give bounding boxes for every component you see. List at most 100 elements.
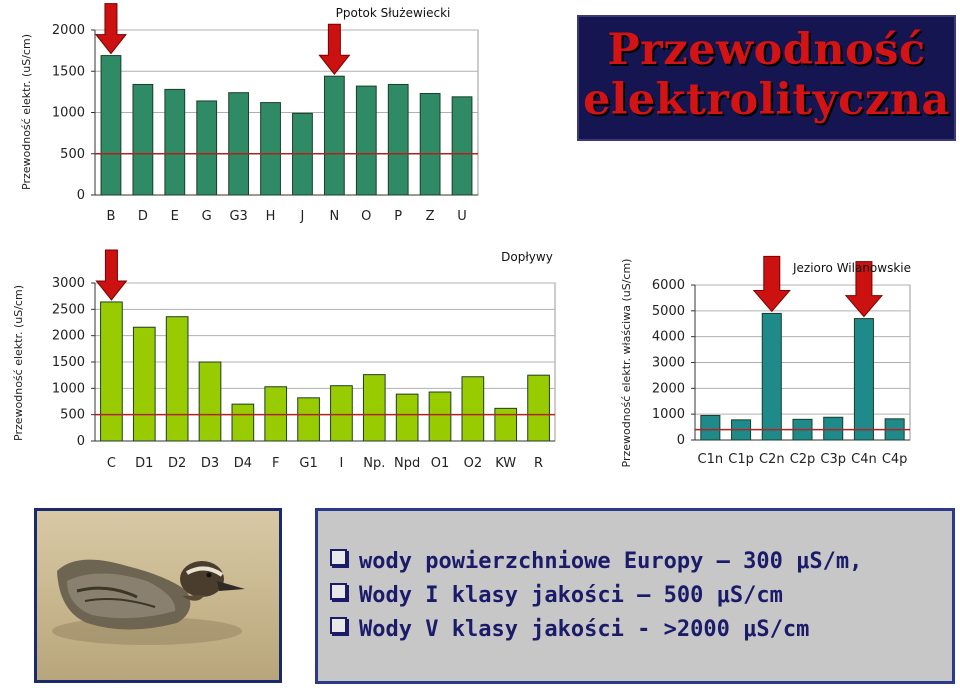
bar xyxy=(196,100,218,196)
y-tick-label: 1500 xyxy=(52,355,85,370)
y-tick-label: 1500 xyxy=(52,64,85,79)
duck-photo xyxy=(34,508,282,683)
x-tick-label: E xyxy=(171,209,179,224)
chart-sluzewiecki: 0 500 1000 1500 2000 B D E G G3 H J N O P Z U Ppotok Służ… xyxy=(20,3,479,224)
bullet-1: wody powierzchniowe Europy – 300 μS/m, xyxy=(330,549,862,574)
x-tick-label: R xyxy=(534,456,543,471)
y-tick-label: 1000 xyxy=(52,106,85,121)
y-tick-label: 4000 xyxy=(652,330,685,345)
bar xyxy=(165,316,189,442)
arrow-marker xyxy=(752,255,791,313)
bar xyxy=(419,93,441,196)
chart-doplywy: 0 500 1000 1500 2000 2500 3000 C D1 D2 D3 D4 F G1 I Np.… xyxy=(12,249,556,471)
y-tick-label: 2500 xyxy=(52,302,85,317)
bar xyxy=(231,403,255,442)
x-tick-label: H xyxy=(266,209,276,224)
x-tick-label: F xyxy=(272,456,279,471)
bullet-3: Wody V klasy jakości - >2000 μS/cm xyxy=(330,617,809,642)
y-tick-label: 6000 xyxy=(652,278,685,293)
x-tick-label: C4n xyxy=(851,452,877,467)
x-tick-label: C1p xyxy=(728,452,754,467)
y-tick-label: 3000 xyxy=(52,276,85,291)
y-tick-label: 0 xyxy=(677,433,685,448)
title-box: Przewodność elektrolityczna xyxy=(577,15,956,141)
title-line2: elektrolityczna xyxy=(583,75,950,125)
y-tick-label: 2000 xyxy=(652,381,685,396)
chart-title: Jezioro Wilanowskie xyxy=(792,261,911,275)
x-tick-label: Np. xyxy=(363,456,385,471)
title-line1: Przewodność xyxy=(607,25,926,75)
bullet-2-text: Wody I klasy jakości – 500 μS/cm xyxy=(359,583,783,608)
checkbox-icon xyxy=(330,549,347,566)
x-tick-label: D xyxy=(138,209,148,224)
y-tick-label: 500 xyxy=(60,408,85,423)
y-tick-label: 5000 xyxy=(652,304,685,319)
bar xyxy=(198,361,222,442)
y-axis-label: Przewodność elektr. (uS/cm) xyxy=(20,34,33,190)
bar xyxy=(853,318,874,441)
x-tick-label: O1 xyxy=(431,456,450,471)
bar xyxy=(761,312,782,441)
bar xyxy=(823,416,844,441)
y-tick-label: 2000 xyxy=(52,329,85,344)
y-tick-label: 0 xyxy=(77,434,85,449)
arrow-marker xyxy=(94,3,127,55)
x-tick-label: I xyxy=(340,456,344,471)
bar xyxy=(355,85,377,196)
bar xyxy=(330,385,353,442)
x-tick-label: O2 xyxy=(464,456,483,471)
bar xyxy=(700,414,721,441)
bar xyxy=(132,326,156,442)
bar xyxy=(461,376,485,442)
bullet-3-text: Wody V klasy jakości - >2000 μS/cm xyxy=(359,617,810,642)
checkbox-icon xyxy=(330,583,347,600)
x-tick-label: O xyxy=(361,209,371,224)
x-tick-label: D4 xyxy=(234,456,252,471)
x-tick-label: J xyxy=(300,209,305,224)
y-axis-label: Przewodność elektr. właściwa (uS/cm) xyxy=(620,259,633,468)
arrow-marker xyxy=(844,261,884,318)
checkbox-icon xyxy=(330,617,347,634)
x-tick-label: Npd xyxy=(394,456,420,471)
x-tick-label: C xyxy=(107,456,116,471)
x-tick-label: D3 xyxy=(201,456,219,471)
x-tick-label: C3p xyxy=(820,452,846,467)
bar xyxy=(323,75,345,196)
y-axis-label: Przewodność elektr. (uS/cm) xyxy=(12,285,25,441)
bullet-2: Wody I klasy jakości – 500 μS/cm xyxy=(330,583,783,608)
x-tick-label: Z xyxy=(426,209,435,224)
chart-jezioro: 0 1000 2000 3000 4000 5000 6000 C1n C1p C2n C2p C3p… xyxy=(620,255,911,468)
info-box: wody powierzchniowe Europy – 300 μS/m, W… xyxy=(315,508,955,684)
bar xyxy=(100,55,122,196)
y-tick-label: 1000 xyxy=(652,407,685,422)
bar xyxy=(100,301,123,442)
x-tick-label: B xyxy=(106,209,115,224)
chart-doplywy-panel: 0 500 1000 1500 2000 2500 3000 C D1 D2 D3 D4 F G1 I Np.… xyxy=(0,245,565,485)
x-tick-label: D1 xyxy=(135,456,153,471)
x-tick-label: U xyxy=(457,209,467,224)
duck-image xyxy=(37,511,279,680)
arrow-marker xyxy=(318,23,351,76)
bar xyxy=(260,102,281,196)
x-tick-label: C4p xyxy=(882,452,908,467)
x-tick-label: G3 xyxy=(229,209,247,224)
y-tick-label: 0 xyxy=(77,188,85,203)
x-tick-label: C2n xyxy=(759,452,785,467)
bar xyxy=(132,83,154,196)
x-tick-label: C1n xyxy=(698,452,724,467)
bar xyxy=(451,96,473,196)
chart-sluzewiecki-panel: 0 500 1000 1500 2000 B D E G G3 H J N O P Z U Ppotok Służ… xyxy=(0,0,480,230)
x-tick-label: D2 xyxy=(168,456,186,471)
x-tick-label: C2p xyxy=(790,452,816,467)
y-tick-label: 3000 xyxy=(652,356,685,371)
bar xyxy=(228,92,250,196)
x-tick-label: G xyxy=(202,209,212,224)
x-tick-label: KW xyxy=(495,456,516,471)
bullet-1-text: wody powierzchniowe Europy – 300 μS/m, xyxy=(359,549,863,574)
bar xyxy=(362,374,386,442)
y-tick-label: 500 xyxy=(60,147,85,162)
y-tick-label: 1000 xyxy=(52,381,85,396)
chart-title: Ppotok Służewiecki xyxy=(336,6,451,20)
bar xyxy=(428,391,452,442)
bar xyxy=(527,374,550,442)
